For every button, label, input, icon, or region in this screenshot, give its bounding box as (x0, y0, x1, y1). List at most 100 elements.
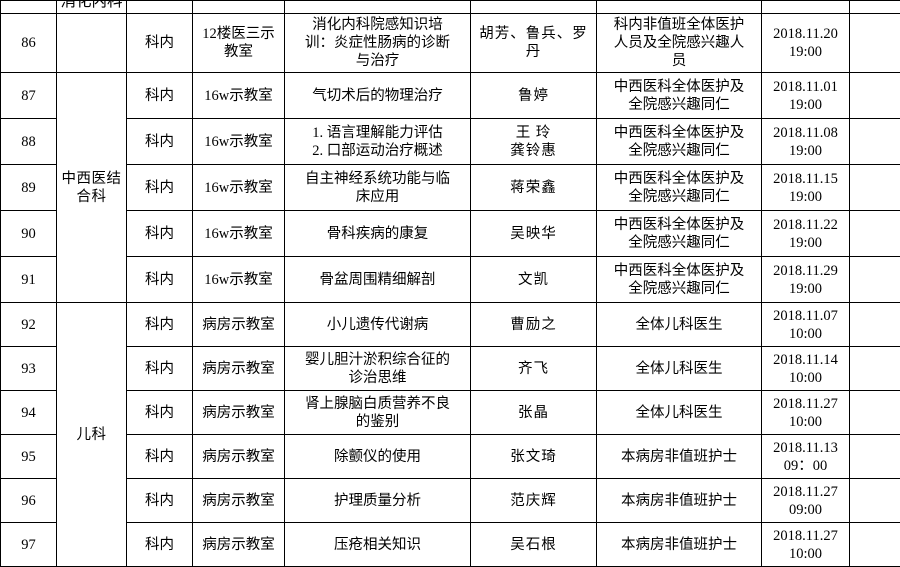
cell-no (1, 1, 57, 14)
cell-room: 16w示教室 (193, 165, 285, 211)
cell-audience: 本病房非值班护士 (597, 479, 762, 523)
cell-audience: 中西医科全体医护及 全院感兴趣同仁 (597, 119, 762, 165)
cell-topic (285, 1, 471, 14)
cell-no: 97 (1, 523, 57, 567)
cell-no: 90 (1, 211, 57, 257)
cell-time: 2018.11.15 19:00 (762, 165, 850, 211)
table-row: 87 中西医结 合科 科内 16w示教室 气切术后的物理治疗 鲁婷 中西医科全体… (1, 73, 900, 119)
cell-no: 92 (1, 303, 57, 347)
cell-time: 2018.11.14 10:00 (762, 347, 850, 391)
cell-room: 病房示教室 (193, 391, 285, 435)
cell-topic: 肾上腺脑白质营养不良 的鉴别 (285, 391, 471, 435)
cell-speaker: 胡芳、鲁兵、罗丹 (471, 14, 597, 73)
cell-time: 2018.11.01 19:00 (762, 73, 850, 119)
cell-room: 病房示教室 (193, 523, 285, 567)
cell-topic: 气切术后的物理治疗 (285, 73, 471, 119)
cell-no: 87 (1, 73, 57, 119)
cell-time: 2018.11.13 09：00 (762, 435, 850, 479)
cell-type (127, 1, 193, 14)
cell-sign (850, 391, 900, 435)
cell-type: 科内 (127, 14, 193, 73)
table-row: 88 科内 16w示教室 1. 语言理解能力评估 2. 口部运动治疗概述 王 玲… (1, 119, 900, 165)
table-row: 94 科内 病房示教室 肾上腺脑白质营养不良 的鉴别 张晶 全体儿科医生 201… (1, 391, 900, 435)
cell-topic: 骨科疾病的康复 (285, 211, 471, 257)
cell-speaker: 文凯 (471, 257, 597, 303)
cell-speaker: 吴映华 (471, 211, 597, 257)
cell-topic: 自主神经系统功能与临 床应用 (285, 165, 471, 211)
cell-time: 2018.11.27 09:00 (762, 479, 850, 523)
cell-time: 2018.11.08 19:00 (762, 119, 850, 165)
cell-sign (850, 435, 900, 479)
cell-sign (850, 347, 900, 391)
cell-time: 2018.11.20 19:00 (762, 14, 850, 73)
cell-type: 科内 (127, 119, 193, 165)
cell-time: 2018.11.07 10:00 (762, 303, 850, 347)
cell-topic: 婴儿胆汁淤积综合征的 诊治思维 (285, 347, 471, 391)
cell-no: 86 (1, 14, 57, 73)
cell-no: 96 (1, 479, 57, 523)
cell-topic: 小儿遗传代谢病 (285, 303, 471, 347)
cell-no: 95 (1, 435, 57, 479)
cell-time: 2018.11.22 19:00 (762, 211, 850, 257)
cell-sign (850, 303, 900, 347)
cell-audience: 中西医科全体医护及 全院感兴趣同仁 (597, 211, 762, 257)
cell-type: 科内 (127, 165, 193, 211)
cell-topic: 1. 语言理解能力评估 2. 口部运动治疗概述 (285, 119, 471, 165)
cell-audience: 中西医科全体医护及 全院感兴趣同仁 (597, 73, 762, 119)
cell-audience: 本病房非值班护士 (597, 523, 762, 567)
table-row: 93 科内 病房示教室 婴儿胆汁淤积综合征的 诊治思维 齐飞 全体儿科医生 20… (1, 347, 900, 391)
cell-topic: 除颤仪的使用 (285, 435, 471, 479)
cell-sign (850, 257, 900, 303)
table-row: 91 科内 16w示教室 骨盆周围精细解剖 文凯 中西医科全体医护及 全院感兴趣… (1, 257, 900, 303)
table-row-clipped: 消化内科 (1, 1, 900, 14)
cell-type: 科内 (127, 479, 193, 523)
table-row: 90 科内 16w示教室 骨科疾病的康复 吴映华 中西医科全体医护及 全院感兴趣… (1, 211, 900, 257)
cell-sign (850, 523, 900, 567)
cell-room: 16w示教室 (193, 211, 285, 257)
cell-audience: 中西医科全体医护及 全院感兴趣同仁 (597, 165, 762, 211)
cell-room: 病房示教室 (193, 435, 285, 479)
cell-room: 12楼医三示 教室 (193, 14, 285, 73)
cell-audience: 本病房非值班护士 (597, 435, 762, 479)
cell-speaker: 曹励之 (471, 303, 597, 347)
cell-sign (850, 14, 900, 73)
cell-type: 科内 (127, 257, 193, 303)
cell-sign (850, 119, 900, 165)
cell-topic: 骨盆周围精细解剖 (285, 257, 471, 303)
cell-type: 科内 (127, 347, 193, 391)
cell-speaker: 吴石根 (471, 523, 597, 567)
cell-speaker: 张晶 (471, 391, 597, 435)
cell-dept: 中西医结 合科 (57, 73, 127, 303)
table-row: 92 儿科 科内 病房示教室 小儿遗传代谢病 曹励之 全体儿科医生 2018.1… (1, 303, 900, 347)
table-row: 95 科内 病房示教室 除颤仪的使用 张文琦 本病房非值班护士 2018.11.… (1, 435, 900, 479)
cell-speaker: 蒋荣鑫 (471, 165, 597, 211)
cell-no: 91 (1, 257, 57, 303)
cell-speaker: 张文琦 (471, 435, 597, 479)
cell-room (193, 1, 285, 14)
cell-type: 科内 (127, 211, 193, 257)
cell-no: 94 (1, 391, 57, 435)
cell-type: 科内 (127, 73, 193, 119)
cell-sign (850, 479, 900, 523)
table-row: 86 科内 12楼医三示 教室 消化内科院感知识培 训：炎症性肠病的诊断 与治疗… (1, 14, 900, 73)
cell-time (762, 1, 850, 14)
cell-no: 88 (1, 119, 57, 165)
cell-speaker: 齐飞 (471, 347, 597, 391)
cell-topic: 护理质量分析 (285, 479, 471, 523)
cell-time: 2018.11.27 10:00 (762, 391, 850, 435)
cell-topic: 压疮相关知识 (285, 523, 471, 567)
cell-audience (597, 1, 762, 14)
cell-dept: 儿科 (57, 303, 127, 567)
cell-room: 病房示教室 (193, 303, 285, 347)
cell-sign (850, 165, 900, 211)
cell-room: 病房示教室 (193, 347, 285, 391)
cell-room: 16w示教室 (193, 119, 285, 165)
cell-time: 2018.11.29 19:00 (762, 257, 850, 303)
cell-audience: 中西医科全体医护及 全院感兴趣同仁 (597, 257, 762, 303)
cell-no: 93 (1, 347, 57, 391)
cell-sign (850, 73, 900, 119)
cell-type: 科内 (127, 523, 193, 567)
cell-sign (850, 211, 900, 257)
cell-audience: 全体儿科医生 (597, 391, 762, 435)
